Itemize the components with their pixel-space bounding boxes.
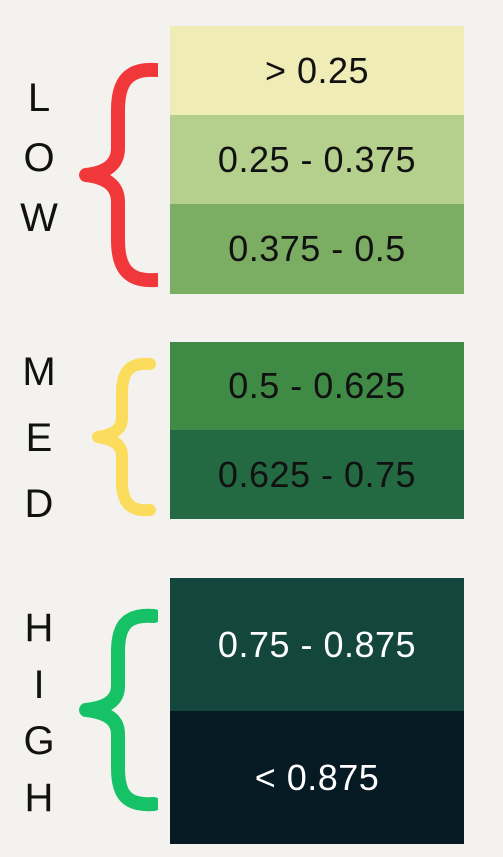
- high-brace-icon: [79, 608, 158, 812]
- low-group: L O W > 0.25 0.25 - 0.375 0.375 - 0.5: [0, 26, 503, 294]
- med-letter-2: E: [25, 416, 53, 460]
- med-brace-path: [92, 357, 156, 517]
- med-letter-3: D: [24, 482, 54, 526]
- med-label: M E D: [10, 352, 68, 524]
- high-group: H I G H 0.75 - 0.875 < 0.875: [0, 578, 503, 844]
- low-stack: > 0.25 0.25 - 0.375 0.375 - 0.5: [170, 26, 464, 294]
- range-label: > 0.25: [264, 49, 370, 91]
- range-label: 0.625 - 0.75: [217, 453, 417, 495]
- high-letter-2: I: [33, 662, 45, 707]
- range-label: 0.75 - 0.875: [217, 623, 417, 665]
- low-brace-path: [79, 62, 158, 288]
- high-label: H I G H: [10, 608, 68, 818]
- range-cell: 0.25 - 0.375: [170, 115, 464, 204]
- range-cell: 0.5 - 0.625: [170, 342, 464, 430]
- range-cell: 0.75 - 0.875: [170, 578, 464, 711]
- range-cell: > 0.25: [170, 26, 464, 115]
- low-letter-3: W: [20, 196, 58, 240]
- high-brace-path: [79, 608, 158, 812]
- low-label: L O W: [10, 78, 68, 238]
- low-brace-icon: [79, 62, 158, 288]
- range-cell: 0.375 - 0.5: [170, 204, 464, 294]
- range-label: 0.5 - 0.625: [228, 365, 406, 406]
- med-letter-1: M: [22, 350, 56, 394]
- range-label: < 0.875: [254, 756, 380, 798]
- low-letter-1: L: [27, 76, 51, 120]
- med-brace-icon: [92, 357, 156, 517]
- high-letter-3: G: [23, 719, 55, 764]
- med-stack: 0.5 - 0.625 0.625 - 0.75: [170, 342, 464, 519]
- range-label: 0.25 - 0.375: [217, 138, 417, 180]
- range-cell: 0.625 - 0.75: [170, 430, 464, 519]
- high-stack: 0.75 - 0.875 < 0.875: [170, 578, 464, 844]
- high-letter-1: H: [24, 606, 54, 650]
- low-letter-2: O: [23, 136, 55, 180]
- range-cell: < 0.875: [170, 711, 464, 844]
- med-group: M E D 0.5 - 0.625 0.625 - 0.75: [0, 342, 503, 524]
- range-label: 0.375 - 0.5: [228, 228, 406, 269]
- high-letter-4: H: [24, 775, 54, 820]
